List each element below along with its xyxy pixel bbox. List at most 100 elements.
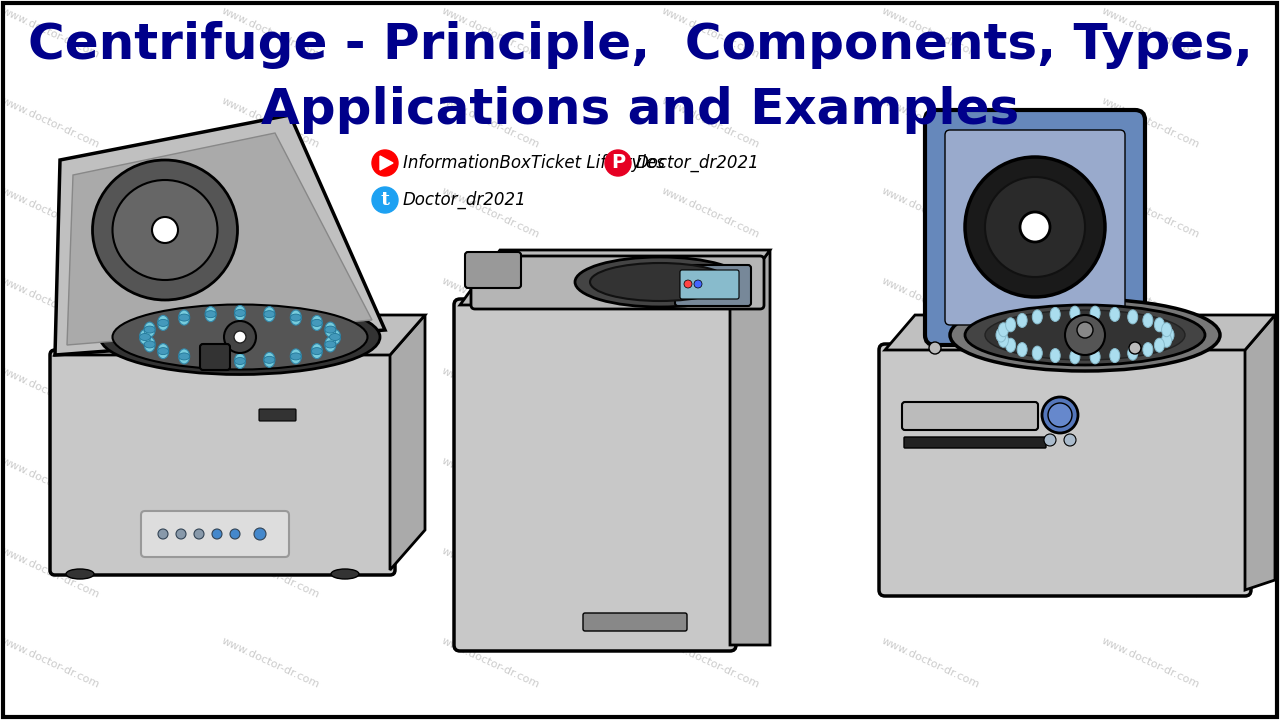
Text: www.doctor-dr.com: www.doctor-dr.com — [440, 186, 541, 240]
Text: www.doctor-dr.com: www.doctor-dr.com — [440, 456, 541, 510]
Text: www.doctor-dr.com: www.doctor-dr.com — [660, 366, 762, 420]
Ellipse shape — [998, 333, 1009, 347]
Ellipse shape — [332, 569, 358, 579]
Circle shape — [1064, 434, 1076, 446]
Circle shape — [177, 529, 186, 539]
Text: www.doctor-dr.com: www.doctor-dr.com — [660, 6, 762, 60]
Ellipse shape — [325, 337, 335, 352]
Ellipse shape — [179, 353, 189, 360]
Polygon shape — [884, 315, 1275, 350]
Circle shape — [605, 150, 631, 176]
FancyBboxPatch shape — [925, 110, 1146, 345]
Ellipse shape — [291, 314, 301, 321]
Circle shape — [157, 529, 168, 539]
Text: www.doctor-dr.com: www.doctor-dr.com — [1100, 456, 1202, 510]
Text: www.doctor-dr.com: www.doctor-dr.com — [220, 6, 321, 60]
Text: www.doctor-dr.com: www.doctor-dr.com — [881, 546, 982, 600]
Circle shape — [929, 342, 941, 354]
Ellipse shape — [157, 348, 169, 355]
Text: www.doctor-dr.com: www.doctor-dr.com — [1100, 366, 1202, 420]
FancyBboxPatch shape — [680, 270, 739, 299]
Ellipse shape — [145, 326, 155, 333]
Ellipse shape — [996, 328, 1006, 342]
Ellipse shape — [264, 356, 275, 364]
Circle shape — [230, 529, 241, 539]
Ellipse shape — [100, 300, 380, 374]
FancyBboxPatch shape — [454, 299, 736, 651]
Text: www.doctor-dr.com: www.doctor-dr.com — [220, 276, 321, 330]
Circle shape — [253, 528, 266, 540]
Ellipse shape — [311, 348, 323, 355]
Ellipse shape — [1032, 346, 1042, 360]
Ellipse shape — [311, 343, 323, 359]
Text: Centrifuge - Principle,  Components, Types,: Centrifuge - Principle, Components, Type… — [28, 21, 1252, 69]
Ellipse shape — [291, 353, 301, 360]
Polygon shape — [730, 250, 771, 645]
Ellipse shape — [264, 310, 275, 318]
Ellipse shape — [1164, 328, 1174, 342]
Ellipse shape — [157, 315, 169, 330]
Text: www.doctor-dr.com: www.doctor-dr.com — [0, 276, 101, 330]
Text: Doctor_dr2021: Doctor_dr2021 — [636, 154, 760, 172]
Ellipse shape — [1161, 333, 1171, 347]
Polygon shape — [55, 115, 385, 355]
Circle shape — [372, 150, 398, 176]
Polygon shape — [390, 315, 425, 570]
Text: www.doctor-dr.com: www.doctor-dr.com — [220, 636, 321, 690]
Ellipse shape — [157, 343, 169, 359]
Ellipse shape — [205, 356, 216, 364]
Ellipse shape — [575, 257, 745, 307]
Ellipse shape — [329, 330, 340, 344]
Text: www.doctor-dr.com: www.doctor-dr.com — [1100, 546, 1202, 600]
Ellipse shape — [1110, 348, 1120, 363]
Circle shape — [1044, 434, 1056, 446]
Circle shape — [1076, 322, 1093, 338]
Text: www.doctor-dr.com: www.doctor-dr.com — [0, 546, 101, 600]
Text: www.doctor-dr.com: www.doctor-dr.com — [440, 636, 541, 690]
Text: www.doctor-dr.com: www.doctor-dr.com — [220, 366, 321, 420]
Text: www.doctor-dr.com: www.doctor-dr.com — [881, 636, 982, 690]
Polygon shape — [55, 315, 425, 355]
Ellipse shape — [1050, 348, 1060, 363]
Text: www.doctor-dr.com: www.doctor-dr.com — [220, 546, 321, 600]
Ellipse shape — [205, 352, 216, 367]
Circle shape — [1065, 315, 1105, 355]
Circle shape — [694, 280, 701, 288]
Ellipse shape — [311, 315, 323, 330]
Circle shape — [1129, 342, 1140, 354]
Polygon shape — [460, 250, 771, 305]
Ellipse shape — [179, 314, 189, 321]
Ellipse shape — [1161, 323, 1171, 337]
Ellipse shape — [113, 180, 218, 280]
Circle shape — [224, 321, 256, 353]
Text: www.doctor-dr.com: www.doctor-dr.com — [220, 456, 321, 510]
Ellipse shape — [986, 177, 1085, 277]
Circle shape — [212, 529, 221, 539]
Ellipse shape — [145, 322, 155, 337]
Ellipse shape — [1091, 306, 1100, 320]
Text: www.doctor-dr.com: www.doctor-dr.com — [881, 186, 982, 240]
Ellipse shape — [67, 569, 93, 579]
FancyBboxPatch shape — [675, 265, 751, 306]
FancyBboxPatch shape — [945, 130, 1125, 325]
Circle shape — [1042, 397, 1078, 433]
Text: www.doctor-dr.com: www.doctor-dr.com — [440, 546, 541, 600]
Ellipse shape — [311, 320, 323, 326]
Ellipse shape — [234, 358, 246, 364]
Ellipse shape — [179, 349, 189, 364]
Ellipse shape — [234, 354, 246, 369]
Text: www.doctor-dr.com: www.doctor-dr.com — [660, 276, 762, 330]
Ellipse shape — [1006, 318, 1015, 332]
FancyBboxPatch shape — [902, 402, 1038, 430]
Polygon shape — [67, 133, 372, 345]
Text: www.doctor-dr.com: www.doctor-dr.com — [220, 186, 321, 240]
Ellipse shape — [157, 320, 169, 326]
Ellipse shape — [205, 310, 216, 318]
Text: www.doctor-dr.com: www.doctor-dr.com — [0, 96, 101, 150]
Circle shape — [152, 217, 178, 243]
FancyBboxPatch shape — [582, 613, 687, 631]
Ellipse shape — [1018, 313, 1027, 328]
Ellipse shape — [1018, 343, 1027, 356]
Ellipse shape — [140, 333, 151, 341]
Polygon shape — [1245, 315, 1275, 590]
